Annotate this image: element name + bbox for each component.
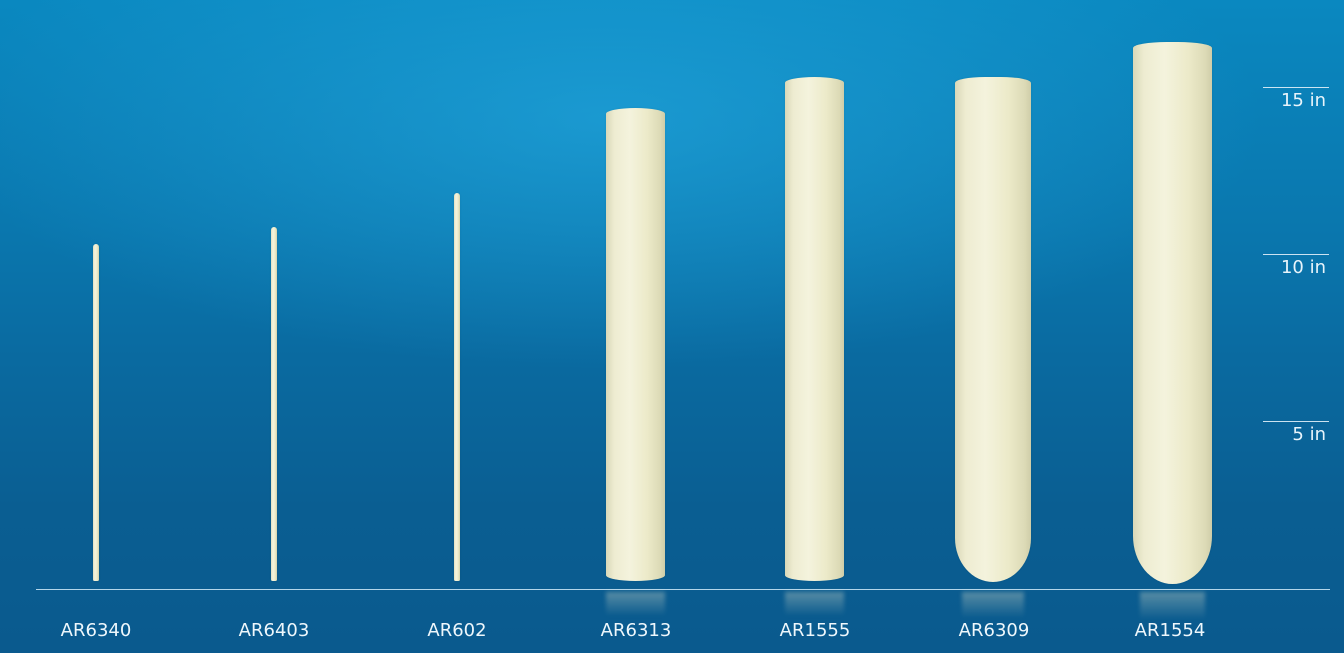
product-label-ar6340: AR6340 <box>60 620 132 641</box>
product-label-ar6309: AR6309 <box>958 620 1030 641</box>
baseline <box>36 589 1330 590</box>
product-ar1554-reflection <box>1140 592 1205 620</box>
scale-label-10: 10 in <box>1280 257 1326 278</box>
scale-tick-5 <box>1263 421 1329 422</box>
product-ar6309-tube <box>955 77 1031 582</box>
product-label-ar6403: AR6403 <box>238 620 310 641</box>
product-ar6313-tube <box>606 108 665 581</box>
product-label-ar602: AR602 <box>427 620 487 641</box>
product-ar1554-tube <box>1133 42 1212 584</box>
product-ar6309-reflection <box>962 592 1024 618</box>
product-label-ar6313: AR6313 <box>600 620 672 641</box>
scale-label-5: 5 in <box>1292 424 1326 445</box>
product-ar1555-reflection <box>785 592 844 616</box>
scale-tick-15 <box>1263 87 1329 88</box>
product-label-ar1555: AR1555 <box>779 620 851 641</box>
product-ar6313-reflection <box>606 592 665 616</box>
product-ar6340-rod <box>93 244 99 581</box>
product-ar602-rod <box>454 193 460 581</box>
scale-label-15: 15 in <box>1280 90 1326 111</box>
product-ar6403-rod <box>271 227 277 581</box>
product-ar1555-tube <box>785 77 844 581</box>
product-label-ar1554: AR1554 <box>1134 620 1206 641</box>
scale-tick-10 <box>1263 254 1329 255</box>
